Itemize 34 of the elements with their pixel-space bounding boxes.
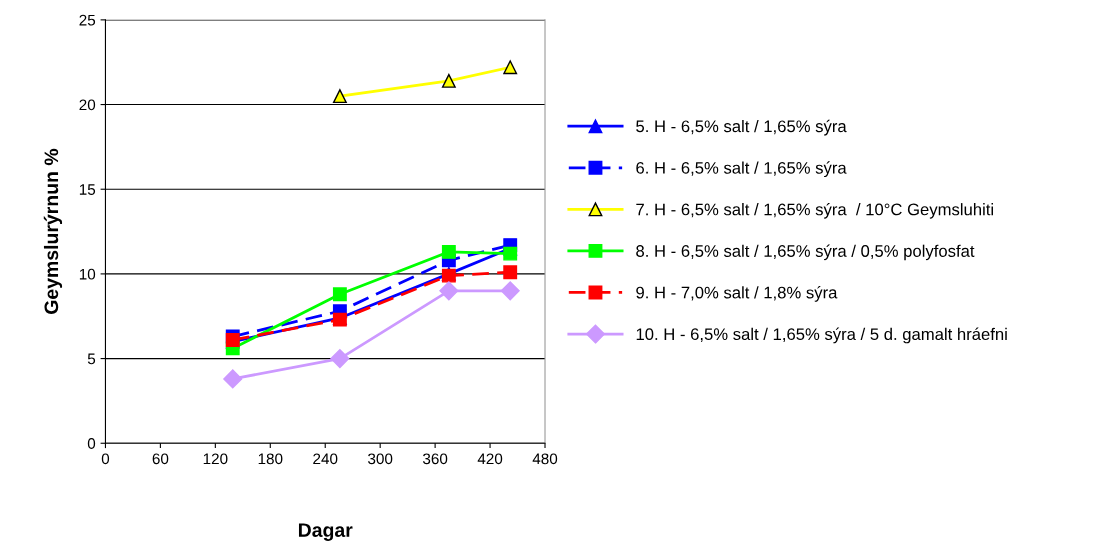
- y-tick-label: 0: [87, 438, 96, 449]
- point: [330, 349, 350, 369]
- y-tick-label: 20: [79, 99, 96, 111]
- y-tick-label: 10: [79, 268, 96, 280]
- x-tick-label: 420: [477, 453, 503, 465]
- point: [439, 281, 459, 301]
- x-tick-label: 480: [532, 453, 558, 465]
- x-tick-label: 300: [368, 453, 393, 465]
- point: [503, 265, 518, 280]
- point: [441, 73, 456, 88]
- point: [223, 369, 243, 389]
- point: [503, 246, 518, 261]
- x-tick-label: 180: [258, 453, 283, 465]
- x-tick-label: 120: [203, 453, 228, 465]
- point: [332, 287, 347, 302]
- y-tick-label: 25: [79, 14, 96, 26]
- y-tick-label: 5: [87, 353, 96, 365]
- x-tick-label: 240: [313, 453, 338, 465]
- point: [503, 60, 518, 75]
- point: [500, 281, 520, 301]
- x-tick-label: 360: [422, 453, 448, 465]
- legend-label: 8. H - 6,5% salt / 1,65% sýra / 0,5% polyfosfat: [636, 244, 975, 261]
- legend-label: 9. H - 7,0% salt / 1,8% sýra: [636, 286, 838, 302]
- legend-label: 7. H - 6,5% salt / 1,65% sýra / 10°C Geymsluhiti: [636, 202, 993, 219]
- y-tick-label: 15: [79, 184, 96, 195]
- x-tick-label: 0: [101, 453, 110, 465]
- point: [332, 89, 347, 104]
- point: [441, 244, 456, 259]
- y-axis-title: Geymslurýrnun %: [43, 148, 63, 314]
- x-axis-title: Dagar: [298, 523, 353, 541]
- legend-label: 10. H - 6,5% salt / 1,65% sýra / 5 d. gamalt hráefni: [636, 327, 1007, 344]
- legend-label: 5. H - 6,5% salt / 1,65% sýra: [636, 119, 847, 136]
- x-tick-label: 60: [152, 453, 169, 465]
- legend-label: 6. H - 6,5% salt / 1,65% sýra: [636, 161, 847, 178]
